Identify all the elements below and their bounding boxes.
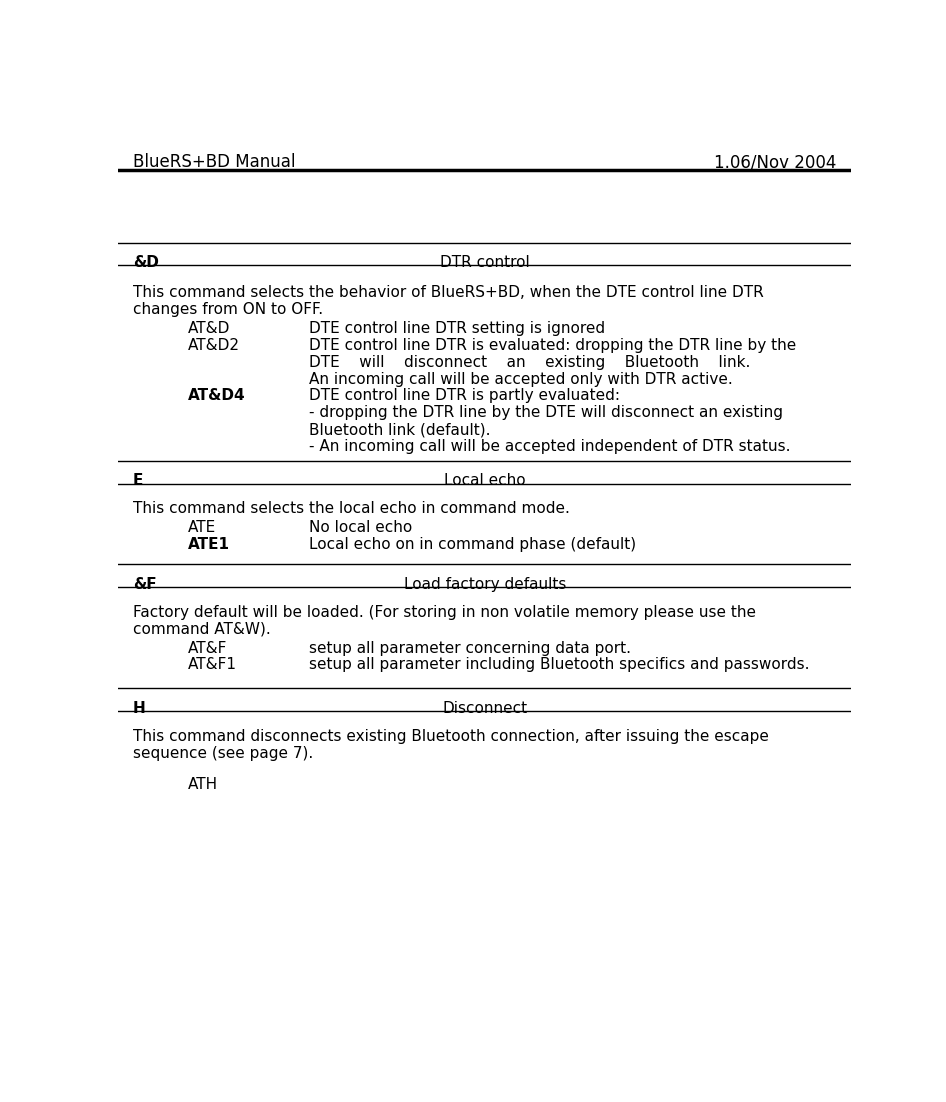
Text: - dropping the DTR line by the DTE will disconnect an existing: - dropping the DTR line by the DTE will … (308, 406, 783, 421)
Text: This command selects the behavior of BlueRS+BD, when the DTE control line DTR: This command selects the behavior of Blu… (132, 285, 763, 300)
Text: BlueRS+BD Manual: BlueRS+BD Manual (132, 153, 295, 172)
Text: DTE    will    disconnect    an    existing    Bluetooth    link.: DTE will disconnect an existing Bluetoot… (308, 355, 750, 369)
Text: Bluetooth link (default).: Bluetooth link (default). (308, 422, 490, 437)
Text: ATH: ATH (188, 777, 218, 792)
Text: AT&D: AT&D (188, 321, 230, 336)
Text: H: H (132, 701, 146, 716)
Text: ATE1: ATE1 (188, 537, 230, 552)
Text: - An incoming call will be accepted independent of DTR status.: - An incoming call will be accepted inde… (308, 440, 790, 454)
Text: &D: &D (132, 256, 159, 270)
Text: &F: &F (132, 576, 156, 592)
Text: Disconnect: Disconnect (443, 701, 527, 716)
Text: This command disconnects existing Bluetooth connection, after issuing the escape: This command disconnects existing Blueto… (132, 728, 769, 744)
Text: DTE control line DTR is evaluated: dropping the DTR line by the: DTE control line DTR is evaluated: dropp… (308, 337, 797, 353)
Text: AT&F: AT&F (188, 640, 227, 656)
Text: An incoming call will be accepted only with DTR active.: An incoming call will be accepted only w… (308, 371, 732, 387)
Text: changes from ON to OFF.: changes from ON to OFF. (132, 302, 323, 317)
Text: setup all parameter including Bluetooth specifics and passwords.: setup all parameter including Bluetooth … (308, 658, 810, 672)
Text: This command selects the local echo in command mode.: This command selects the local echo in c… (132, 501, 569, 517)
Text: DTE control line DTR is partly evaluated:: DTE control line DTR is partly evaluated… (308, 389, 620, 403)
Text: AT&D4: AT&D4 (188, 389, 246, 403)
Text: E: E (132, 474, 143, 488)
Text: Factory default will be loaded. (For storing in non volatile memory please use t: Factory default will be loaded. (For sto… (132, 605, 756, 620)
Text: sequence (see page 7).: sequence (see page 7). (132, 746, 313, 760)
Text: ATE: ATE (188, 520, 216, 536)
Text: DTE control line DTR setting is ignored: DTE control line DTR setting is ignored (308, 321, 605, 336)
Text: 1.06/Nov 2004: 1.06/Nov 2004 (714, 153, 836, 172)
Text: No local echo: No local echo (308, 520, 412, 536)
Text: DTR control: DTR control (440, 256, 530, 270)
Text: command AT&W).: command AT&W). (132, 622, 271, 637)
Text: setup all parameter concerning data port.: setup all parameter concerning data port… (308, 640, 631, 656)
Text: Local echo: Local echo (444, 474, 526, 488)
Text: Local echo on in command phase (default): Local echo on in command phase (default) (308, 537, 636, 552)
Text: AT&D2: AT&D2 (188, 337, 240, 353)
Text: AT&F1: AT&F1 (188, 658, 236, 672)
Text: Load factory defaults: Load factory defaults (404, 576, 566, 592)
